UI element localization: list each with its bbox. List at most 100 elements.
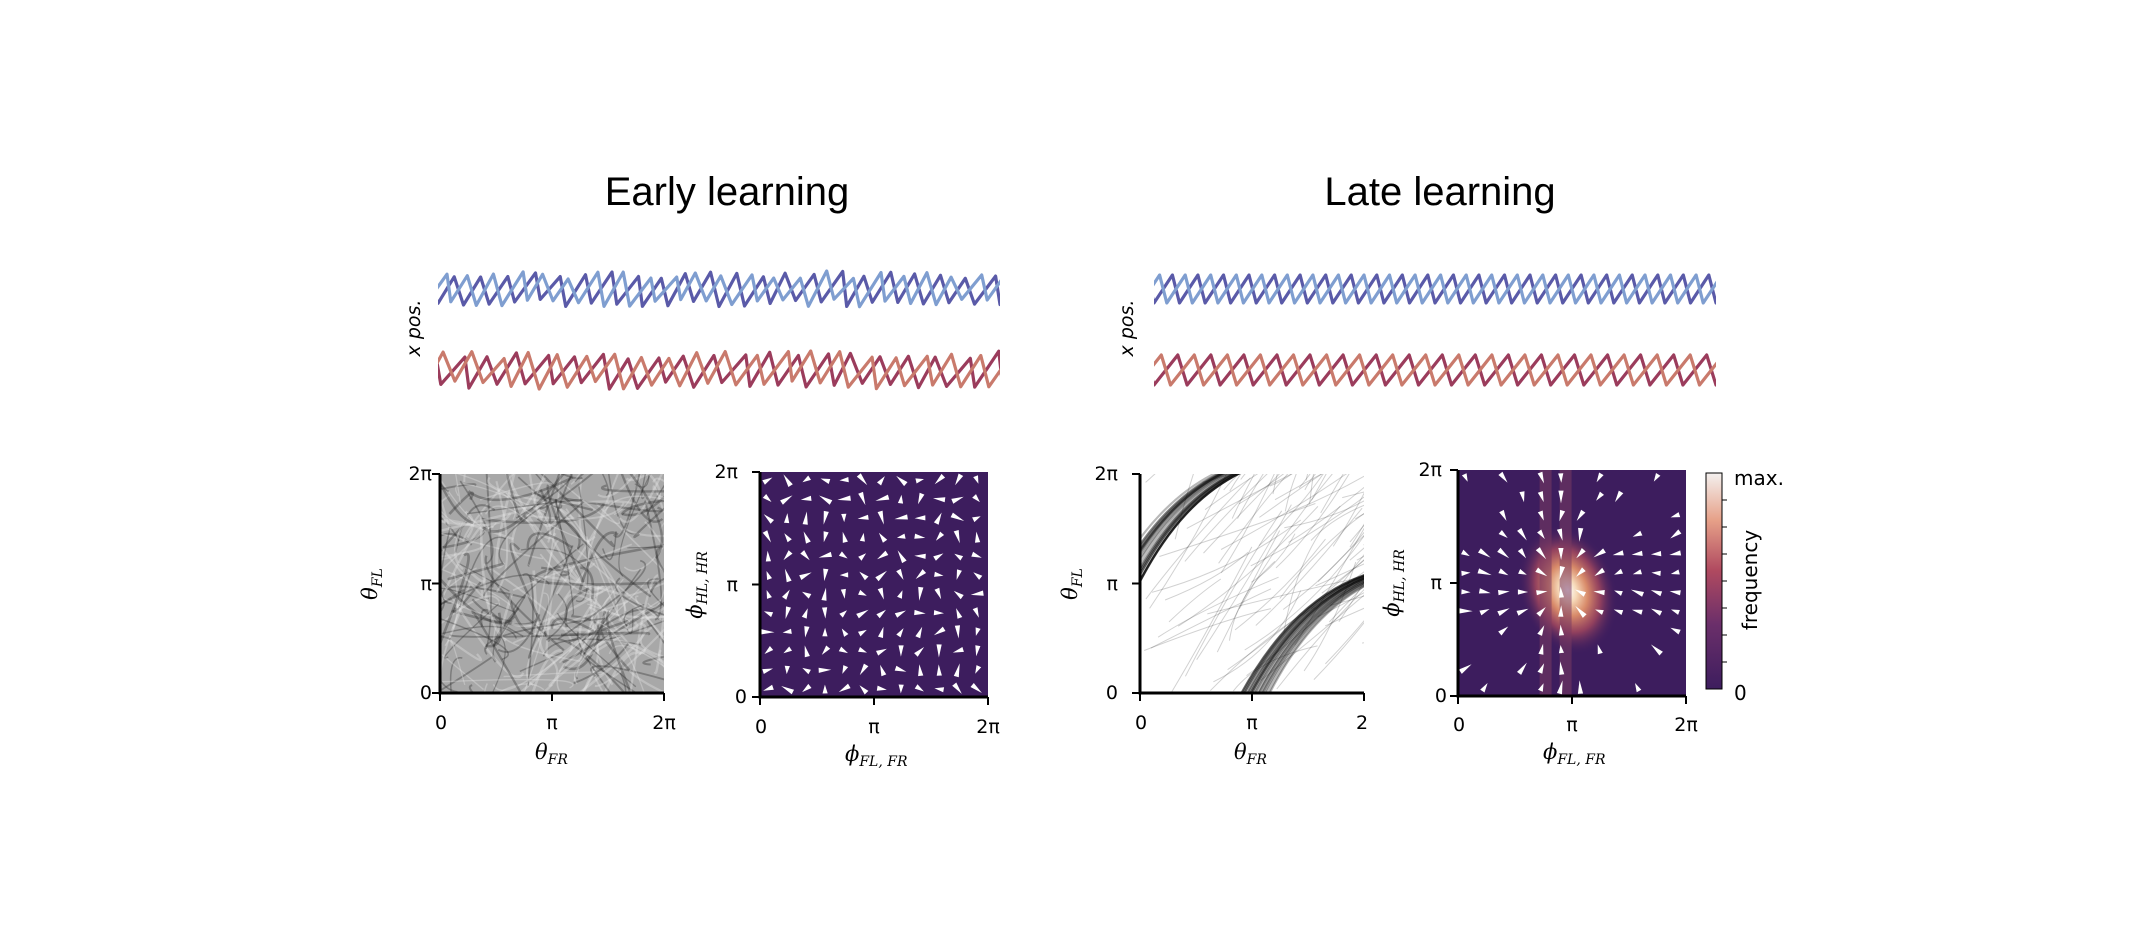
trajectory-line [575,547,662,621]
flow-arrow [954,625,960,639]
trajectory-line [1196,504,1292,660]
trajectory-band-line-1 [1254,578,1364,693]
trajectory-line [440,567,512,607]
flow-arrow [915,478,924,484]
flow-arrow [894,514,908,520]
early-traj-xtick-0: 0 [434,712,448,734]
trajectory-line [525,562,593,686]
trajectory-line [482,501,584,600]
late-traj-ytick-0: 0 [1105,682,1118,704]
trajectory-band-line-1 [1267,584,1364,693]
early-traj-ytick-pi: π [420,573,432,595]
trajectory-line [556,612,637,688]
trajectory-line [1237,474,1264,519]
flow-arrow [804,645,810,658]
late-flow-ytick-pi: π [1430,572,1442,594]
trajectory-line [1289,475,1364,513]
trajectory-line [455,483,547,514]
trajectory-line [454,514,469,571]
flow-arrow [933,610,944,616]
flow-arrow [970,590,984,596]
flow-arrow [914,647,925,657]
flow-arrow [1517,589,1529,595]
trajectory-line [484,505,534,527]
trajectory-line [505,474,557,540]
flow-arrow [766,590,772,599]
flow-arrow [766,571,772,580]
flow-arrow [858,553,867,561]
trajectory-line [440,551,457,561]
late-flow-xlabel: ϕFL, FR [1543,740,1606,769]
trajectory-line [565,508,619,615]
flow-arrow [857,514,869,520]
trajectory-band-line-0 [1140,474,1222,549]
trajectory-line [440,532,544,560]
trajectory-line [559,508,626,622]
trajectory-band-line-0 [1140,474,1229,561]
trajectory-band-line-0 [1140,474,1241,584]
trajectory-line [542,651,559,693]
trajectory-line [601,474,610,497]
flow-arrow [875,570,887,582]
flow-arrow [1558,586,1564,598]
late-flow-xtick-2pi: 2π [1674,714,1698,736]
trajectory-line [585,536,630,628]
flow-arrow [856,609,869,619]
trajectory-line [612,474,641,538]
trajectory-line [485,612,503,648]
flow-arrow [763,611,774,618]
trajectory-line [652,485,664,513]
flow-arrow [914,684,924,692]
flow-arrow [1650,590,1663,597]
flow-arrow [1535,567,1548,577]
flow-arrow [842,665,849,674]
flow-arrow [838,646,848,654]
trajectory-line [1149,474,1228,609]
flow-arrow [1517,528,1527,541]
flow-arrow [894,610,906,618]
colorbar-gradient [1705,472,1723,690]
trajectory-line [492,635,588,691]
trajectory-line [515,474,573,519]
flow-arrow [1537,491,1544,503]
trajectory-line [1288,486,1364,543]
trajectory-band-line-1 [1240,574,1364,693]
trajectory-line [1310,504,1364,541]
trajectory-band-line-1 [1251,578,1364,693]
flow-arrow [956,569,962,580]
flow-arrow [839,572,849,578]
trajectory-line [1321,559,1364,594]
flow-arrow [1537,663,1545,674]
flow-arrow [1650,644,1663,656]
trajectory-line [1151,519,1302,593]
flow-arrow [858,491,866,506]
flow-arrow [783,550,793,561]
trajectory-line [540,474,615,547]
flow-arrow [1497,547,1510,559]
flow-arrow [842,531,848,543]
early-phase-flow [752,471,989,705]
flow-arrow [1498,530,1508,538]
trajectory-line [1145,477,1251,600]
trajectory-band-line-0 [1140,474,1241,584]
trajectory-line [546,474,562,571]
flow-arrow [818,551,832,558]
trajectory-line [1324,607,1364,627]
trajectory-line [542,638,641,657]
trajectory-line [1282,531,1364,610]
flow-arrow [952,682,962,694]
flow-arrow [918,664,924,677]
flow-arrow [878,532,888,543]
flow-arrow [859,685,869,695]
early-traj-ytick-2pi: 2π [408,463,432,485]
trajectory-band-line-1 [1259,581,1364,693]
trajectory-line [558,606,600,673]
trajectory-line [440,552,470,646]
trace-line-hind-3 [438,349,1000,391]
flow-arrow [859,532,865,542]
flow-arrow [785,606,791,619]
trajectory-line [1204,474,1259,511]
flow-arrow [918,586,924,601]
trajectory-band-line-1 [1248,577,1364,693]
early-trace-ylabel: x pos. [403,299,425,357]
